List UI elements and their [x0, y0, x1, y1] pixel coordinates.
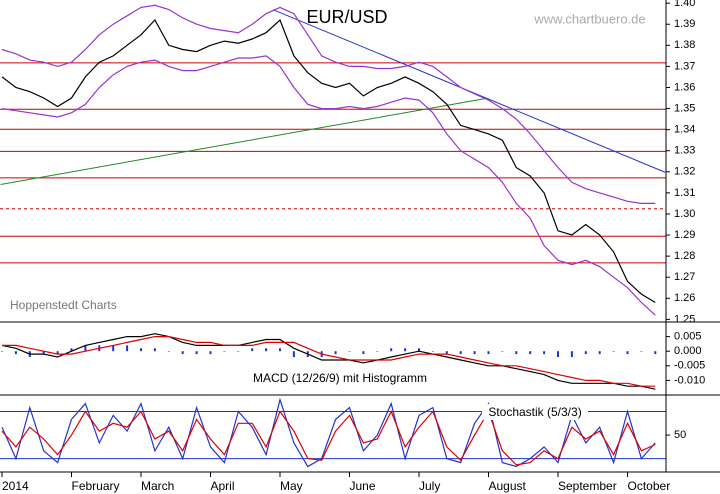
x-tick-label: 2014: [2, 479, 29, 493]
x-tick-label: August: [489, 479, 527, 493]
histogram-bar: [209, 351, 212, 355]
histogram-bar: [334, 351, 337, 355]
y-tick-label: 1.29: [674, 229, 695, 241]
y-tick-label: 1.32: [674, 166, 695, 178]
histogram-bar: [1, 351, 3, 352]
x-tick-label: September: [558, 479, 617, 493]
y-tick-label: 1.26: [674, 292, 695, 304]
stoch-label-box: [482, 404, 588, 420]
histogram-bar: [390, 348, 393, 352]
x-tick-label: April: [211, 479, 235, 493]
histogram-bar: [654, 351, 657, 355]
histogram-bar: [612, 351, 615, 352]
stoch-label: Stochastik (5/3/3): [488, 405, 581, 419]
histogram-bar: [112, 345, 115, 352]
y-tick-label: 1.27: [674, 271, 695, 283]
y-tick-label: 1.28: [674, 250, 695, 262]
series-line: [1, 397, 656, 468]
series-line: [1, 18, 656, 304]
histogram-bar: [181, 351, 184, 355]
histogram-bar: [265, 348, 268, 352]
y-tick-label: 1.33: [674, 145, 695, 157]
histogram-bar: [431, 351, 434, 352]
histogram-bar: [418, 348, 420, 352]
histogram-bar: [543, 351, 546, 355]
histogram-bar: [167, 351, 170, 352]
histogram-bar: [362, 351, 365, 355]
y-tick-label: 1.34: [674, 124, 695, 136]
histogram-bar: [459, 351, 462, 355]
x-tick-label: July: [419, 479, 440, 493]
y-tick-label: 1.35: [674, 102, 695, 114]
y-tick-label: 1.39: [674, 18, 695, 30]
x-tick-label: March: [141, 479, 174, 493]
y-tick-label: 1.38: [674, 39, 695, 51]
histogram-bar: [598, 351, 601, 355]
chart-title: EUR/USD: [306, 7, 387, 27]
histogram-bar: [14, 351, 17, 355]
series-line: [1, 4, 656, 204]
histogram-bar: [487, 351, 490, 355]
y-tick-label: 1.31: [674, 187, 695, 199]
series-line: [1, 333, 656, 390]
histogram-bar: [84, 345, 87, 352]
histogram-bar: [153, 348, 156, 352]
histogram-bar: [195, 351, 198, 355]
y-tick-label: 1.30: [674, 208, 695, 220]
source: www.chartbuero.de: [533, 11, 645, 26]
histogram-bar: [140, 348, 142, 352]
x-tick-label: October: [628, 479, 671, 493]
histogram-bar: [237, 351, 240, 352]
histogram-bar: [126, 345, 129, 352]
y-tick-label: 0.005: [674, 331, 702, 343]
histogram-bar: [223, 351, 226, 352]
histogram-bar: [626, 351, 629, 355]
x-tick-label: May: [280, 479, 303, 493]
series-line: [1, 55, 656, 316]
y-tick-label: 1.37: [674, 60, 695, 72]
histogram-bar: [279, 348, 281, 352]
x-tick-label: June: [350, 479, 376, 493]
histogram-bar: [70, 348, 73, 352]
histogram-bar: [557, 351, 559, 358]
x-tick-label: February: [72, 479, 120, 493]
y-tick-label: 1.40: [674, 0, 695, 9]
histogram-bar: [473, 351, 476, 355]
histogram-bar: [56, 351, 59, 355]
y-tick-label: 1.36: [674, 81, 695, 93]
plot-layer: 1.25 1.26 1.27 1.28 1.29 1.30 1.31 1.32 1.33 1.34…: [0, 0, 705, 493]
histogram-bar: [404, 348, 407, 352]
histogram-bar: [42, 351, 45, 355]
credit: Hoppenstedt Charts: [10, 298, 117, 312]
histogram-bar: [570, 351, 573, 358]
histogram-bar: [251, 348, 254, 352]
histogram-bar: [584, 351, 587, 355]
histogram-bar: [376, 351, 379, 352]
histogram-bar: [445, 351, 448, 355]
histogram-bar: [529, 351, 532, 355]
histogram-bar: [515, 351, 518, 355]
series-line: [1, 410, 656, 466]
y-tick-label: -0.010: [674, 374, 705, 386]
y-tick-label: 50: [674, 429, 686, 441]
histogram-bar: [292, 351, 295, 358]
y-tick-label: 0.000: [674, 345, 702, 357]
histogram-bar: [501, 351, 504, 352]
histogram-bar: [640, 351, 643, 352]
trendline: [0, 97, 488, 185]
macd-label: MACD (12/26/9) mit Histogramm: [253, 371, 427, 385]
series-line: [2, 336, 656, 387]
histogram-bar: [348, 351, 351, 352]
y-tick-label: -0.005: [674, 360, 705, 372]
y-tick-label: 1.25: [674, 313, 695, 325]
